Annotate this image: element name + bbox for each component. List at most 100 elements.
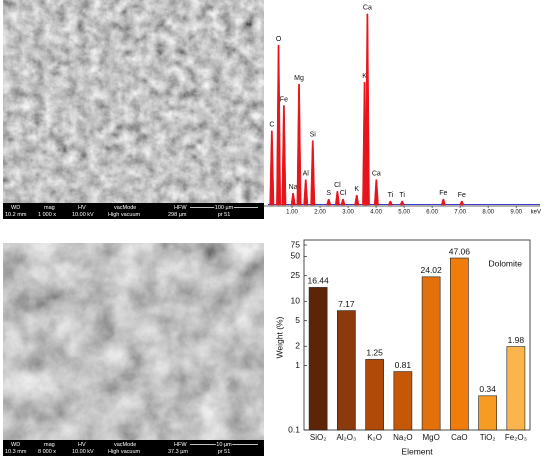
peak: [334, 191, 340, 206]
sem-image: [3, 0, 264, 203]
x-tick-label: 3.00: [342, 210, 354, 216]
peak-label: O: [276, 36, 282, 43]
value-label: 0.34: [479, 384, 496, 394]
info-header: HV: [78, 442, 86, 448]
peak-label: Fe: [458, 192, 466, 199]
peak: [326, 198, 332, 206]
y-tick-label: 2: [295, 341, 300, 351]
peak-label: C: [269, 122, 274, 129]
x-tick-label: 6.00: [426, 210, 438, 216]
bar: [337, 310, 356, 431]
bar: [450, 257, 469, 431]
x-tick-label: 5.00: [398, 210, 410, 216]
peak-label: Fe: [439, 190, 447, 197]
info-value: 1 000 x: [38, 212, 56, 218]
peak-label: K: [362, 73, 367, 80]
info-bar: [3, 203, 264, 219]
x-tick-label: SiO₂: [310, 433, 326, 442]
y-tick-label: 0.1: [288, 424, 300, 434]
value-label: 24.02: [420, 265, 442, 275]
bar: [421, 276, 441, 431]
peak-label: S: [326, 190, 331, 197]
peak-label: Si: [310, 131, 317, 138]
peak: [296, 83, 302, 206]
info-value: 8 000 x: [38, 449, 56, 455]
peak-label: Na: [289, 184, 298, 191]
bar: [365, 359, 384, 431]
y-tick-label: 5: [295, 315, 300, 325]
x-tick-label: 7.00: [454, 210, 466, 216]
annotation: Dolomite: [488, 258, 522, 268]
y-tick-label: 1: [295, 360, 300, 370]
bar: [308, 287, 328, 431]
peak-label: Cl: [340, 190, 347, 197]
y-tick-label: 75: [291, 239, 301, 249]
info-header: vacMode: [114, 442, 136, 448]
charts: 1.00 2.00 3.00 4.00 5.00 6.00 7.00 8.00 9.00 keV C…: [264, 5, 541, 456]
info-header: WD: [11, 442, 20, 448]
scale-label: 10 µm: [216, 442, 232, 448]
peak: [290, 193, 296, 206]
peak-label: Ca: [363, 5, 372, 12]
y-tick-label: 10: [291, 296, 301, 306]
peak-label: Ti: [388, 192, 394, 199]
peak-label: Mg: [294, 75, 304, 82]
info-header: HFW: [174, 442, 187, 448]
info-header: HFW: [174, 205, 187, 211]
sem-image: [3, 243, 264, 440]
image-id: pr 51: [218, 212, 231, 218]
peak-label: Fe: [280, 96, 288, 103]
peak: [440, 198, 446, 206]
peak: [387, 200, 393, 206]
peak: [364, 13, 370, 206]
value-label: 7.17: [338, 299, 355, 309]
bar: [478, 395, 497, 431]
info-value: 10.2 mm: [5, 212, 27, 218]
x-tick-label: Al₂O₃: [337, 433, 357, 442]
plot-frame: [303, 239, 531, 431]
peak: [354, 195, 360, 206]
image-id: pr 51: [218, 449, 231, 455]
x-axis-label: keV: [531, 210, 541, 216]
peak: [310, 140, 316, 206]
value-label: 1.98: [508, 335, 525, 345]
peak-label: K: [354, 186, 359, 193]
x-tick-label: 1.00: [286, 210, 298, 216]
peak-label: Ti: [399, 192, 405, 199]
peak: [373, 179, 379, 206]
value-label: 16.44: [307, 276, 329, 286]
x-axis-label: Element: [401, 446, 433, 456]
info-header: HV: [78, 205, 86, 211]
info-value: High vacuum: [108, 212, 141, 218]
x-tick-label: Fe₂O₃: [505, 433, 527, 442]
info-value: 10.00 kV: [72, 212, 94, 218]
y-tick-label: 25: [291, 270, 301, 280]
peak-label: Ca: [372, 170, 381, 177]
info-header: mag: [44, 442, 55, 448]
x-tick-label: Na₂O: [393, 433, 413, 442]
peak-label: Al: [303, 170, 310, 177]
info-header: vacMode: [114, 205, 136, 211]
x-tick-label: 4.00: [370, 210, 382, 216]
bar: [393, 371, 413, 431]
peak: [269, 130, 275, 206]
value-label: 1.25: [366, 348, 383, 358]
peak: [399, 200, 405, 206]
peak-label: Cl: [334, 182, 341, 189]
value-label: 47.06: [449, 246, 471, 256]
bar: [506, 346, 526, 431]
info-value: High vacuum: [108, 449, 141, 455]
x-tick-label: 2.00: [314, 210, 326, 216]
info-value: 10.00 kV: [72, 449, 94, 455]
info-value: 298 µm: [168, 212, 187, 218]
info-value: 37.3 µm: [168, 449, 188, 455]
scale-label: 100 µm: [215, 205, 234, 211]
info-header: mag: [44, 205, 55, 211]
peak: [276, 44, 282, 206]
info-header: WD: [11, 205, 20, 211]
x-tick-label: MgO: [422, 433, 439, 442]
peak: [340, 198, 346, 206]
info-value: 10.3 mm: [5, 449, 27, 455]
